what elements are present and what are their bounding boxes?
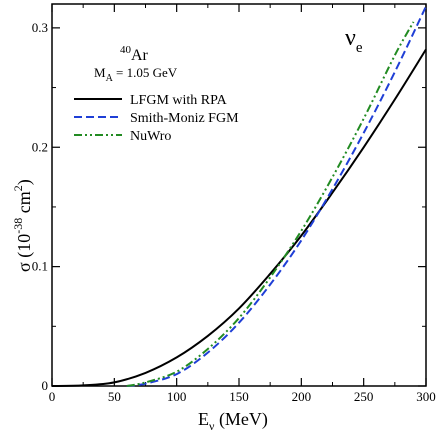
x-tick-label: 150 — [229, 389, 249, 404]
y-tick-label: 0.2 — [32, 139, 48, 154]
y-tick-label: 0.3 — [32, 20, 48, 35]
x-tick-label: 250 — [354, 389, 374, 404]
x-tick-label: 100 — [167, 389, 187, 404]
y-tick-label: 0.1 — [32, 259, 48, 274]
plot-frame — [51, 3, 427, 387]
y-tick-label: 0 — [42, 378, 49, 393]
series-line-smith-moniz-fgm — [126, 5, 427, 387]
axial-mass-symbol: M — [94, 65, 106, 80]
neutrino-subscript: e — [356, 40, 363, 56]
series-layer — [51, 5, 427, 387]
y-axis-close: ) — [14, 179, 35, 185]
legend-label-lfgm: LFGM with RPA — [130, 93, 228, 108]
x-axis-subscript: ν — [209, 419, 215, 433]
nucleus-label: 40Ar — [120, 44, 149, 64]
x-axis-symbol: E — [198, 409, 209, 429]
neutrino-symbol: ν — [345, 25, 356, 51]
x-tick-label: 300 — [416, 389, 436, 404]
nucleus-symbol: Ar — [131, 47, 149, 64]
legend-label-nuwro: NuWro — [130, 129, 171, 144]
y-axis-exponent: -38 — [11, 218, 25, 234]
x-axis-title: Eν (MeV) — [198, 409, 268, 433]
x-axis-unit: (MeV) — [214, 409, 267, 430]
y-axis-symbol: σ (10 — [14, 234, 35, 272]
x-tick-label: 0 — [49, 389, 56, 404]
axis-ticks: 0 50 100 150 200 250 300 0 0.1 0.2 0.3 — [32, 4, 436, 404]
legend-label-smith-moniz: Smith-Moniz FGM — [130, 111, 239, 126]
y-axis-unit: cm — [14, 191, 34, 218]
series-line-nuwro — [126, 21, 415, 387]
nucleus-mass-number: 40 — [120, 44, 132, 56]
axial-mass-value: = 1.05 GeV — [113, 65, 178, 80]
legend: LFGM with RPA Smith-Moniz FGM NuWro — [74, 93, 239, 144]
y-axis-title: σ (10-38 cm2) — [11, 179, 35, 272]
neutrino-flavor-label: νe — [345, 25, 363, 56]
axial-mass-label: MA = 1.05 GeV — [94, 65, 178, 84]
x-tick-label: 200 — [292, 389, 312, 404]
axial-mass-subscript: A — [106, 73, 114, 84]
series-line-lfgm-with-rpa — [51, 48, 427, 387]
x-tick-label: 50 — [108, 389, 121, 404]
y-axis-unit-exponent: 2 — [11, 185, 25, 191]
